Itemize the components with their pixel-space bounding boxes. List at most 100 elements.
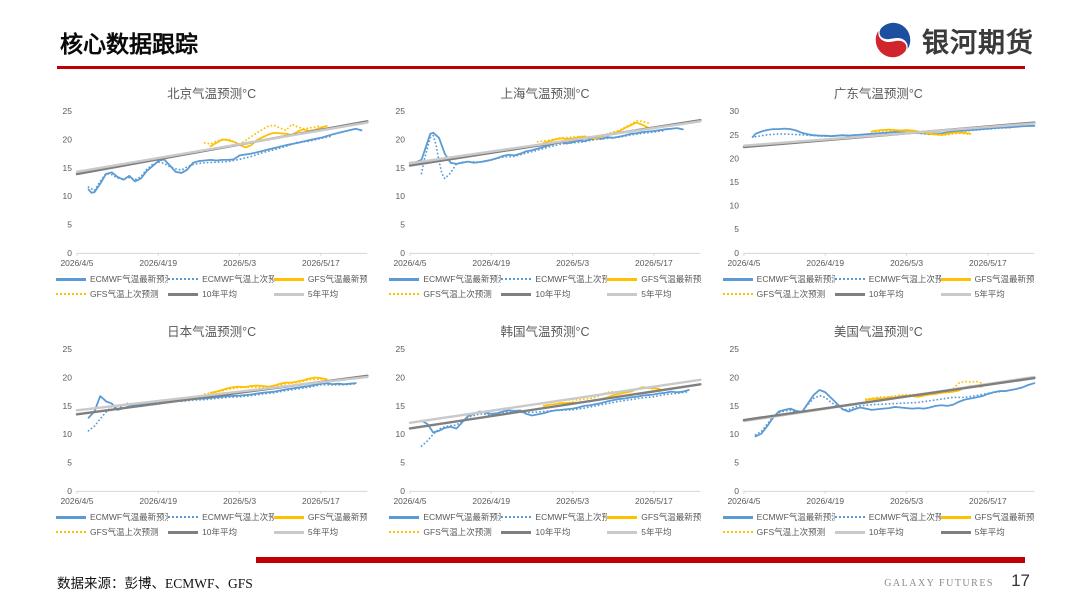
avg10-legend-swatch — [168, 292, 199, 296]
ecmwf_new-legend-swatch — [722, 277, 753, 281]
legend-item: 5年平均 — [940, 288, 1034, 300]
gfs_new-legend-swatch — [940, 277, 971, 281]
chart-legend: ECMWF气温最新预测 ECMWF气温上次预测 GFS气温最新预测 GFS气温上次预测… — [50, 273, 373, 300]
svg-text:20: 20 — [396, 372, 406, 382]
legend-label: GFS气温最新预测 — [307, 274, 368, 284]
avg5-legend-swatch — [273, 292, 304, 296]
ecmwf_new-legend-swatch — [56, 515, 86, 519]
legend-item: GFS气温最新预测 — [273, 511, 367, 523]
svg-text:5: 5 — [67, 458, 72, 468]
svg-text:25: 25 — [63, 106, 73, 116]
gfs_old-legend-swatch — [389, 531, 420, 533]
legend-label: GFS气温上次预测 — [756, 527, 826, 537]
logo-text: 银河期货 — [922, 27, 1034, 58]
legend-item: GFS气温上次预测 — [56, 526, 168, 538]
gfs_old-legend-swatch — [389, 293, 420, 295]
svg-text:5: 5 — [401, 458, 406, 468]
legend-label: GFS气温上次预测 — [423, 289, 492, 299]
svg-text:2026/4/5: 2026/4/5 — [60, 258, 93, 268]
svg-text:2026/5/17: 2026/5/17 — [635, 258, 673, 268]
legend-item: 5年平均 — [273, 288, 367, 300]
chart-plot: 0 5 10 15 20 25 2026/4/5 2026/4/19 2026/5/3 2026/… — [394, 344, 702, 506]
legend-label: 5年平均 — [307, 289, 339, 299]
footer-accent-bar — [256, 557, 1025, 563]
ecmwf_new-legend-swatch — [56, 277, 86, 281]
svg-text:2026/4/5: 2026/4/5 — [727, 496, 760, 506]
svg-text:0: 0 — [67, 248, 72, 258]
legend-item: ECMWF气温最新预测 — [722, 511, 835, 523]
charts-grid: 北京气温预测°C 0 5 10 15 20 25 2026/4/5 2026/4/19 2026… — [50, 86, 1040, 538]
legend-label: ECMWF气温最新预测 — [423, 512, 502, 522]
chart-legend: ECMWF气温最新预测 ECMWF气温上次预测 GFS气温最新预测 GFS气温上次预测… — [717, 273, 1040, 300]
chart-cell: 广东气温预测°C 0 5 10 15 20 25 30 2026/4/5 2026/4/19 20… — [717, 86, 1040, 300]
svg-text:2026/5/3: 2026/5/3 — [890, 258, 923, 268]
svg-text:0: 0 — [734, 248, 739, 258]
ecmwf_old-legend-swatch — [168, 278, 199, 280]
chart-cell: 韩国气温预测°C 0 5 10 15 20 25 2026/4/5 2026/4/19 2026… — [383, 324, 706, 538]
legend-item: 10年平均 — [501, 288, 607, 300]
avg10-legend-swatch — [834, 530, 865, 534]
avg10-legend-swatch — [501, 292, 532, 296]
svg-text:0: 0 — [401, 486, 406, 496]
svg-text:20: 20 — [396, 134, 406, 144]
legend-label: ECMWF气温最新预测 — [423, 274, 502, 284]
legend-item: ECMWF气温最新预测 — [56, 511, 168, 523]
legend-label: ECMWF气温上次预测 — [535, 274, 608, 284]
legend-label: ECMWF气温最新预测 — [756, 512, 835, 522]
svg-text:5: 5 — [67, 220, 72, 230]
gfs_old-legend-swatch — [56, 293, 86, 295]
gfs_new-legend-swatch — [273, 515, 304, 519]
svg-text:5: 5 — [734, 458, 739, 468]
chart-legend: ECMWF气温最新预测 ECMWF气温上次预测 GFS气温最新预测 GFS气温上次预测… — [383, 273, 706, 300]
avg10-legend-swatch — [501, 530, 532, 534]
chart-cell: 日本气温预测°C 0 5 10 15 20 25 2026/4/5 2026/4/19 2026… — [50, 324, 373, 538]
legend-label: GFS气温上次预测 — [756, 289, 826, 299]
legend-item: ECMWF气温最新预测 — [56, 273, 168, 285]
legend-item: ECMWF气温最新预测 — [722, 273, 835, 285]
svg-text:2026/5/17: 2026/5/17 — [302, 496, 340, 506]
svg-text:15: 15 — [729, 177, 739, 187]
chart-cell: 北京气温预测°C 0 5 10 15 20 25 2026/4/5 2026/4/19 2026… — [50, 86, 373, 300]
gfs_new-legend-swatch — [607, 515, 638, 519]
legend-item: GFS气温上次预测 — [722, 526, 835, 538]
svg-text:5: 5 — [734, 224, 739, 234]
svg-text:20: 20 — [729, 372, 739, 382]
chart-title: 上海气温预测°C — [500, 87, 590, 101]
chart-legend: ECMWF气温最新预测 ECMWF气温上次预测 GFS气温最新预测 GFS气温上次预测… — [383, 511, 706, 538]
legend-item: ECMWF气温上次预测 — [501, 273, 607, 285]
ecmwf_old-legend-swatch — [501, 516, 532, 518]
legend-label: 10年平均 — [868, 289, 904, 299]
legend-item: ECMWF气温最新预测 — [389, 273, 501, 285]
svg-text:25: 25 — [396, 106, 406, 116]
svg-text:25: 25 — [396, 344, 406, 354]
header-rule — [57, 66, 1025, 69]
svg-text:2026/5/17: 2026/5/17 — [302, 258, 340, 268]
svg-text:2026/4/19: 2026/4/19 — [806, 258, 844, 268]
legend-label: ECMWF气温最新预测 — [90, 274, 169, 284]
ecmwf_old-legend-swatch — [834, 278, 865, 280]
page-number: 17 — [1011, 571, 1030, 590]
svg-text:15: 15 — [63, 401, 73, 411]
legend-label: GFS气温上次预测 — [90, 527, 159, 537]
chart-plot: 0 5 10 15 20 25 2026/4/5 2026/4/19 2026/5/3 2026/… — [60, 106, 369, 268]
legend-item: GFS气温上次预测 — [389, 526, 501, 538]
svg-text:10: 10 — [63, 429, 73, 439]
legend-label: GFS气温最新预测 — [974, 512, 1034, 522]
ecmwf_new-legend-swatch — [389, 515, 420, 519]
svg-text:2026/5/3: 2026/5/3 — [223, 496, 256, 506]
svg-text:10: 10 — [729, 429, 739, 439]
svg-text:2026/5/3: 2026/5/3 — [890, 496, 923, 506]
legend-label: ECMWF气温最新预测 — [756, 274, 835, 284]
avg10-legend-swatch — [168, 530, 199, 534]
legend-item: 10年平均 — [834, 526, 941, 538]
legend-label: 5年平均 — [974, 527, 1005, 537]
svg-text:25: 25 — [729, 130, 739, 140]
legend-item: 5年平均 — [273, 526, 367, 538]
ecmwf_new-legend-swatch — [389, 277, 420, 281]
galaxy-futures-logo: 银河期货 — [873, 20, 1034, 60]
svg-text:2026/4/19: 2026/4/19 — [806, 496, 844, 506]
page-title: 核心数据跟踪 — [60, 31, 198, 57]
ecmwf_new-legend-swatch — [722, 515, 753, 519]
chart-plot: 0 5 10 15 20 25 2026/4/5 2026/4/19 2026/5/3 2026/… — [394, 106, 702, 268]
svg-text:5: 5 — [401, 220, 406, 230]
